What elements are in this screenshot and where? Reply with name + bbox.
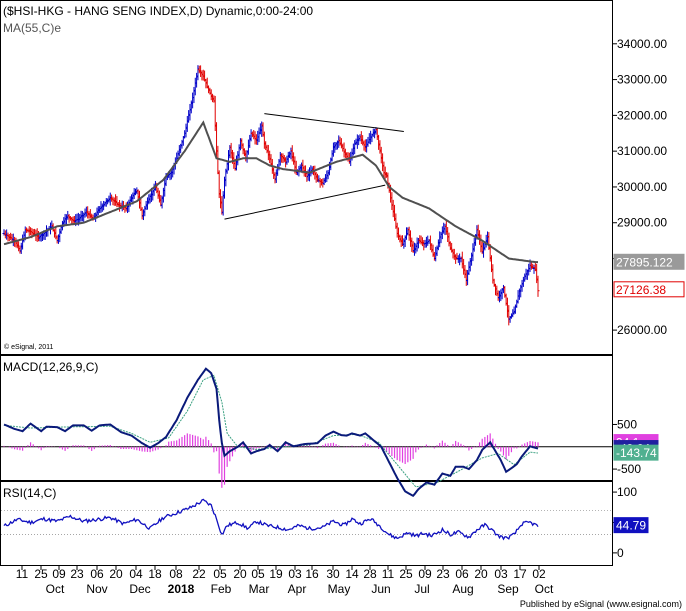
x-month-label: Jun: [371, 582, 390, 596]
trend-line: [224, 184, 386, 220]
x-day-label: 19: [269, 567, 283, 581]
rsi-panel-title: RSI(14,C): [3, 486, 56, 500]
ma-indicator-label: MA(55,C)e: [3, 21, 61, 35]
rsi-y-tick-label: 0: [617, 546, 624, 560]
x-day-label: 04: [129, 567, 143, 581]
price-last-value-label: 27895.122: [616, 255, 673, 269]
trend-line: [264, 113, 404, 132]
x-day-label: 11: [16, 567, 29, 581]
price-last-value-badge: [613, 253, 685, 270]
x-month-label: Dec: [129, 582, 150, 596]
x-day-label: 11: [382, 567, 395, 581]
macd-panel-frame: [0, 355, 613, 481]
price-y-tick-label: 34000.00: [617, 37, 667, 51]
price-y-tick-label: 26000.00: [617, 323, 667, 337]
x-day-label: 06: [90, 567, 104, 581]
price-last-value-label: 27126.38: [616, 283, 666, 297]
x-month-label: Mar: [249, 582, 270, 596]
macd-line: [3, 367, 539, 498]
x-month-label: Nov: [86, 582, 107, 596]
x-day-label: 23: [70, 567, 84, 581]
x-day-label: 09: [52, 567, 66, 581]
x-day-label: 06: [455, 567, 469, 581]
x-day-label: 09: [418, 567, 432, 581]
x-month-label: Feb: [211, 582, 232, 596]
x-day-label: 20: [233, 567, 247, 581]
x-axis-labels: 11 25 09 23 06 20 04 18 08 22 05 20 05 19 03 16 30 14 28 11…: [16, 566, 554, 596]
x-month-label: 2018: [168, 582, 195, 596]
macd-plot: [1, 367, 612, 498]
esignal-copyright: © eSignal, 2011: [4, 343, 54, 351]
x-day-label: 20: [109, 567, 123, 581]
price-y-tick-label: 32000.00: [617, 108, 667, 122]
x-day-label: 30: [326, 567, 340, 581]
x-day-label: 17: [513, 567, 527, 581]
x-day-label: 28: [363, 567, 377, 581]
rsi-y-tick-label: 100: [617, 485, 637, 499]
price-panel-frame: [0, 0, 613, 355]
rsi-last-value-badge: [613, 517, 649, 534]
price-chart-title: ($HSI-HKG - HANG SENG INDEX,D) Dynamic,0…: [3, 4, 313, 18]
x-month-label: Oct: [535, 582, 554, 596]
x-day-label: 16: [305, 567, 319, 581]
x-month-label: Sep: [497, 582, 519, 596]
x-day-label: 25: [34, 567, 48, 581]
x-day-label: 23: [436, 567, 450, 581]
x-month-label: Oct: [46, 582, 65, 596]
price-y-tick-label: 29000.00: [617, 216, 667, 230]
rsi-line: [3, 498, 539, 541]
x-day-label: 22: [192, 567, 206, 581]
rsi-panel-frame: [0, 481, 613, 566]
macd-y-tick-label: -500: [617, 462, 641, 476]
x-day-label: 02: [532, 567, 546, 581]
x-month-label: May: [328, 582, 351, 596]
x-day-label: 05: [251, 567, 265, 581]
y-axis-labels: 34000.00 33000.00 32000.00 31000.00 30000.00…: [612, 37, 685, 560]
macd-last-value-label: -143.74: [616, 446, 657, 460]
price-y-tick-label: 30000.00: [617, 180, 667, 194]
x-day-label: 14: [345, 567, 359, 581]
x-month-label: Apr: [288, 582, 307, 596]
rsi-last-value-label: 44.79: [616, 519, 646, 533]
macd-last-value-badge: [613, 444, 659, 461]
x-month-label: Jul: [414, 582, 429, 596]
price-plot: [2, 65, 540, 326]
publisher-footer: Published by eSignal (www.esignal.com): [520, 599, 682, 609]
x-day-label: 20: [474, 567, 488, 581]
x-day-label: 05: [213, 567, 227, 581]
x-day-label: 03: [288, 567, 302, 581]
macd-y-tick-label: 500: [617, 417, 637, 431]
price-last-value-badge: [613, 281, 685, 298]
x-day-label: 03: [494, 567, 508, 581]
x-month-label: Aug: [452, 582, 473, 596]
price-y-tick-label: 31000.00: [617, 144, 667, 158]
macd-panel-title: MACD(12,26,9,C): [3, 360, 98, 374]
x-day-label: 08: [169, 567, 183, 581]
moving-average-line: [3, 120, 538, 264]
price-y-tick-label: 33000.00: [617, 73, 667, 87]
x-day-label: 25: [399, 567, 413, 581]
rsi-plot: [1, 498, 612, 541]
x-day-label: 18: [148, 567, 162, 581]
